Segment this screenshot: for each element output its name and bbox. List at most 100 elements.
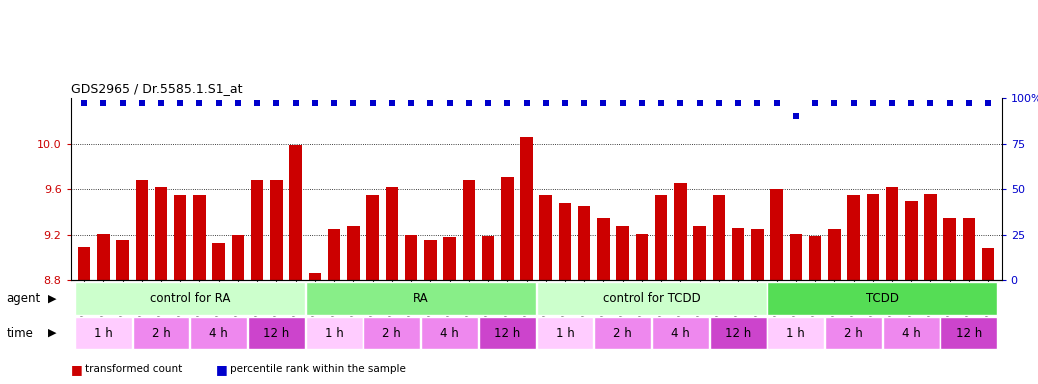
Text: 4 h: 4 h — [902, 327, 921, 339]
Bar — [655, 195, 667, 280]
Point — [595, 100, 611, 106]
Point — [653, 100, 670, 106]
Point — [556, 100, 573, 106]
Text: ■: ■ — [216, 363, 227, 376]
Point — [711, 100, 728, 106]
Point — [326, 100, 343, 106]
Bar — [251, 180, 264, 280]
Bar — [790, 233, 802, 280]
Point — [134, 100, 151, 106]
Point — [153, 100, 169, 106]
Bar — [75, 282, 305, 315]
Point — [441, 100, 458, 106]
Point — [249, 100, 266, 106]
Bar — [305, 317, 362, 349]
Text: percentile rank within the sample: percentile rank within the sample — [230, 364, 406, 374]
Bar — [693, 226, 706, 280]
Text: 1 h: 1 h — [787, 327, 805, 339]
Text: agent: agent — [6, 292, 40, 305]
Bar — [363, 317, 420, 349]
Point — [845, 100, 862, 106]
Bar — [752, 229, 764, 280]
Bar — [75, 317, 132, 349]
Bar — [190, 317, 247, 349]
Text: GDS2965 / Dr.5585.1.S1_at: GDS2965 / Dr.5585.1.S1_at — [71, 82, 242, 95]
Text: 4 h: 4 h — [440, 327, 459, 339]
Point — [499, 100, 516, 106]
Point — [633, 100, 650, 106]
Bar — [940, 317, 998, 349]
Bar — [809, 236, 821, 280]
Bar — [520, 137, 532, 280]
Point — [960, 100, 977, 106]
Bar — [558, 203, 571, 280]
Bar — [366, 195, 379, 280]
Text: 2 h: 2 h — [382, 327, 402, 339]
Text: TCDD: TCDD — [866, 292, 899, 305]
Bar — [867, 194, 879, 280]
Bar — [540, 195, 552, 280]
Text: 2 h: 2 h — [613, 327, 632, 339]
Point — [345, 100, 361, 106]
Bar — [155, 187, 167, 280]
Point — [672, 100, 688, 106]
Bar — [674, 184, 687, 280]
Bar — [847, 195, 859, 280]
Bar — [116, 240, 129, 280]
Text: 4 h: 4 h — [210, 327, 228, 339]
Point — [403, 100, 419, 106]
Point — [903, 100, 920, 106]
Bar — [501, 177, 514, 280]
Point — [576, 100, 593, 106]
Bar — [710, 317, 767, 349]
Text: control for TCDD: control for TCDD — [603, 292, 701, 305]
Point — [288, 100, 304, 106]
Text: time: time — [6, 327, 33, 339]
Bar — [174, 195, 187, 280]
Point — [980, 100, 996, 106]
Bar — [97, 233, 110, 280]
Point — [730, 100, 746, 106]
Bar — [825, 317, 882, 349]
Bar — [578, 206, 591, 280]
Point — [807, 100, 823, 106]
Point — [364, 100, 381, 106]
Text: transformed count: transformed count — [85, 364, 183, 374]
Bar — [713, 195, 726, 280]
Text: 2 h: 2 h — [844, 327, 863, 339]
Bar — [597, 218, 609, 280]
Point — [691, 100, 708, 106]
Bar — [328, 229, 340, 280]
Point — [76, 100, 92, 106]
Bar — [594, 317, 651, 349]
Bar — [290, 145, 302, 280]
Bar — [767, 317, 824, 349]
Bar — [305, 282, 536, 315]
Bar — [385, 187, 399, 280]
Bar — [905, 200, 918, 280]
Bar — [828, 229, 841, 280]
Bar — [248, 317, 305, 349]
Bar — [982, 248, 994, 280]
Bar — [732, 228, 744, 280]
Point — [788, 113, 804, 119]
Bar — [213, 243, 225, 280]
Point — [826, 100, 843, 106]
Bar — [463, 180, 475, 280]
Text: 12 h: 12 h — [956, 327, 982, 339]
Bar — [443, 237, 456, 280]
Text: ▶: ▶ — [48, 293, 56, 304]
Bar — [767, 282, 998, 315]
Point — [538, 100, 554, 106]
Text: control for RA: control for RA — [149, 292, 230, 305]
Bar — [308, 273, 321, 280]
Bar — [78, 247, 90, 280]
Bar — [617, 226, 629, 280]
Bar — [770, 189, 783, 280]
Point — [384, 100, 401, 106]
Bar — [405, 235, 417, 280]
Text: 4 h: 4 h — [671, 327, 690, 339]
Bar — [635, 233, 648, 280]
Bar — [962, 218, 976, 280]
Bar — [136, 180, 148, 280]
